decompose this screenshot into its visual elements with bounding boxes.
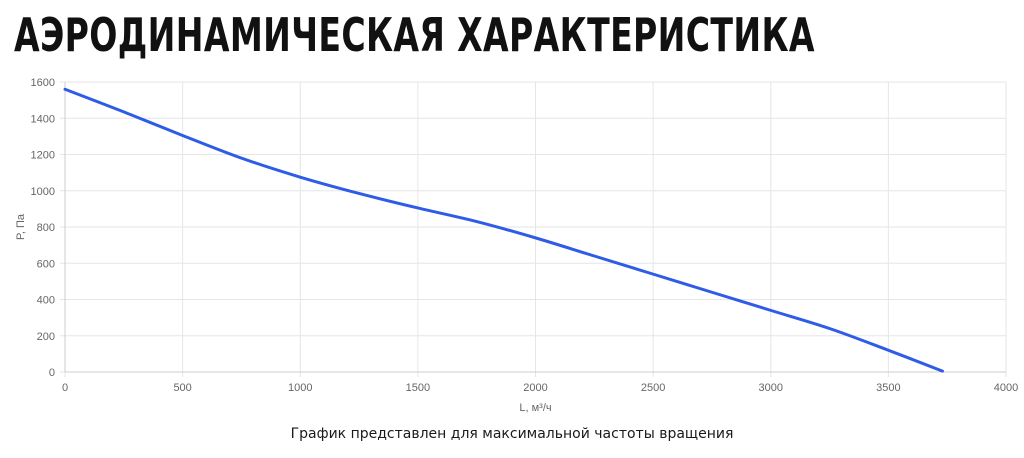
x-tick-label: 1000 xyxy=(288,382,312,394)
x-tick-label: 4000 xyxy=(994,382,1018,394)
y-tick-label: 400 xyxy=(37,295,55,307)
x-tick-label: 2500 xyxy=(641,382,665,394)
chart-area: 0 500 1000 1500 2000 2500 3000 3500 4000 0 200 400 6… xyxy=(0,70,1024,420)
pressure-flow-chart: 0 500 1000 1500 2000 2500 3000 3500 4000 0 200 400 6… xyxy=(15,77,1019,414)
tick-labels: 0 500 1000 1500 2000 2500 3000 3500 4000 0 200 400 6… xyxy=(31,77,1019,394)
y-tick-label: 1200 xyxy=(31,150,55,162)
y-tick-label: 1400 xyxy=(31,113,55,125)
axes xyxy=(64,82,1006,373)
y-tick-label: 800 xyxy=(37,222,55,234)
x-tick-label: 500 xyxy=(173,382,191,394)
series-layer xyxy=(63,87,944,373)
y-tick-label: 200 xyxy=(37,331,55,343)
x-axis-title: L, м³/ч xyxy=(519,402,551,414)
y-tick-label: 1600 xyxy=(31,77,55,89)
y-tick-label: 0 xyxy=(49,367,55,379)
y-axis-title: P, Па xyxy=(15,213,27,240)
grid xyxy=(60,81,1007,377)
x-tick-label: 0 xyxy=(62,382,68,394)
x-tick-label: 2000 xyxy=(523,382,547,394)
y-tick-label: 1000 xyxy=(31,186,55,198)
y-tick-label: 600 xyxy=(37,258,55,270)
x-tick-label: 3500 xyxy=(876,382,900,394)
chart-footnote: График представлен для максимальной част… xyxy=(290,426,734,442)
page-title: АЭРОДИНАМИЧЕСКАЯ ХАРАКТЕРИСТИКА xyxy=(14,8,815,62)
series-line-0 xyxy=(63,87,944,373)
x-tick-label: 3000 xyxy=(759,382,783,394)
x-tick-label: 1500 xyxy=(406,382,430,394)
